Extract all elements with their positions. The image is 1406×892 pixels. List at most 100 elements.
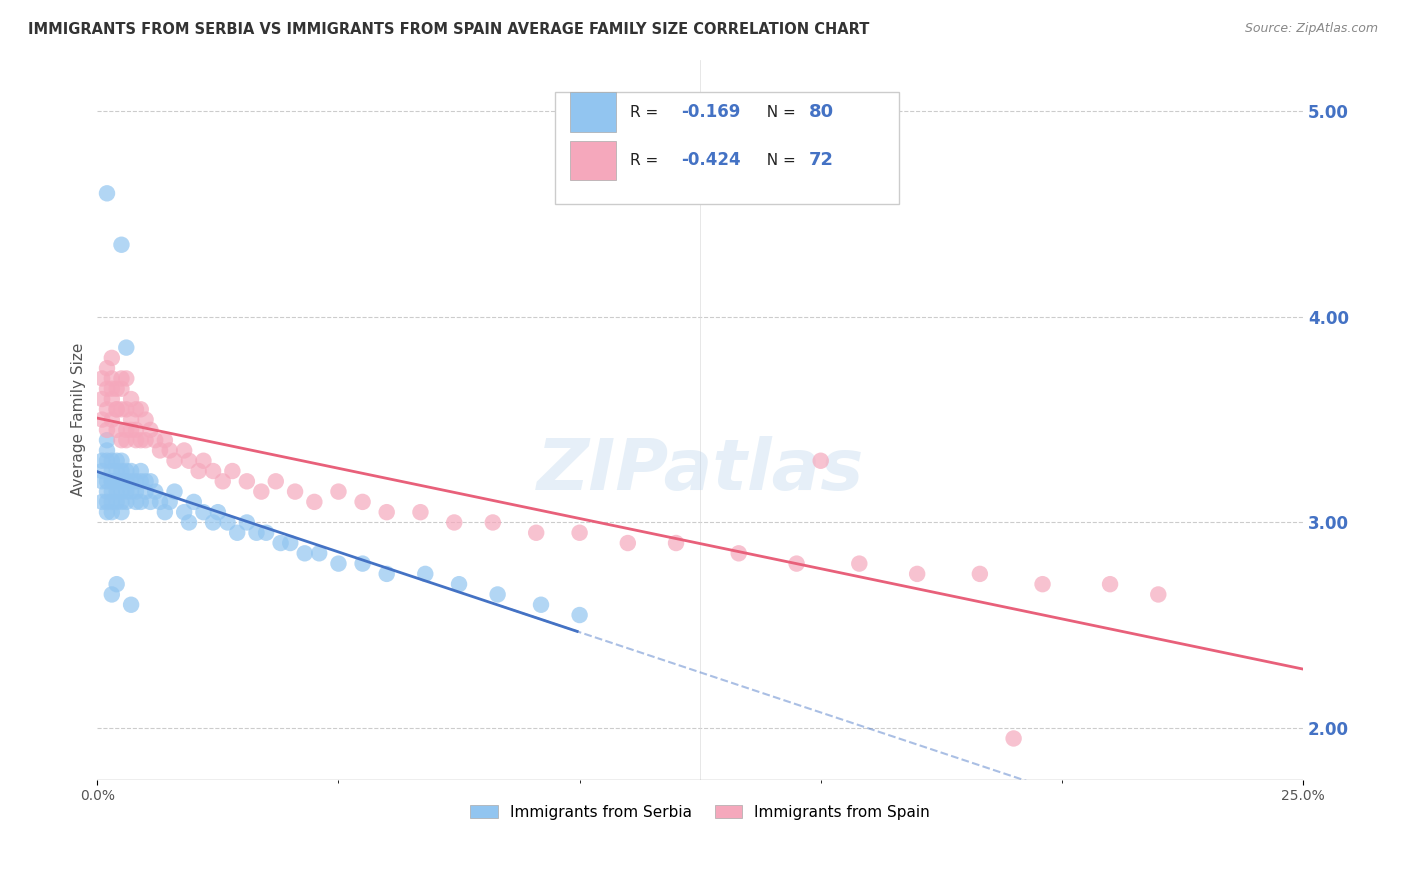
- Point: [1099, 577, 1122, 591]
- Point: [110, 484, 132, 499]
- Point: [110, 371, 132, 385]
- Point: [308, 546, 330, 560]
- Point: [153, 505, 176, 519]
- Point: [245, 525, 267, 540]
- Point: [110, 402, 132, 417]
- FancyBboxPatch shape: [555, 92, 898, 203]
- Point: [96, 433, 118, 447]
- Point: [120, 423, 142, 437]
- Point: [159, 495, 181, 509]
- Point: [617, 536, 640, 550]
- Point: [91, 392, 114, 406]
- Point: [486, 587, 509, 601]
- Point: [409, 505, 432, 519]
- FancyBboxPatch shape: [569, 93, 616, 132]
- Point: [135, 475, 157, 489]
- Point: [101, 464, 124, 478]
- Point: [110, 237, 132, 252]
- Text: Source: ZipAtlas.com: Source: ZipAtlas.com: [1244, 22, 1378, 36]
- Point: [115, 495, 138, 509]
- Point: [101, 475, 124, 489]
- Point: [193, 454, 215, 468]
- Point: [91, 464, 114, 478]
- Point: [125, 423, 148, 437]
- Point: [284, 484, 307, 499]
- Point: [568, 607, 591, 622]
- Point: [101, 484, 124, 499]
- Point: [1031, 577, 1053, 591]
- Point: [149, 495, 172, 509]
- Point: [96, 402, 118, 417]
- Point: [187, 464, 209, 478]
- Point: [568, 525, 591, 540]
- Point: [217, 516, 239, 530]
- Point: [91, 495, 114, 509]
- Point: [153, 433, 176, 447]
- Point: [115, 475, 138, 489]
- Point: [96, 454, 118, 468]
- Point: [1147, 587, 1170, 601]
- Text: R =: R =: [630, 104, 664, 120]
- Point: [328, 484, 350, 499]
- Point: [139, 423, 162, 437]
- Point: [105, 402, 128, 417]
- Point: [250, 484, 273, 499]
- Point: [129, 495, 152, 509]
- Point: [110, 382, 132, 396]
- Point: [101, 382, 124, 396]
- Point: [101, 454, 124, 468]
- Point: [129, 433, 152, 447]
- Point: [101, 495, 124, 509]
- Point: [91, 412, 114, 426]
- Point: [91, 371, 114, 385]
- Point: [1002, 731, 1025, 746]
- Point: [115, 371, 138, 385]
- Point: [221, 464, 243, 478]
- Point: [352, 495, 374, 509]
- Point: [96, 186, 118, 201]
- Point: [163, 454, 186, 468]
- Point: [443, 516, 465, 530]
- Point: [530, 598, 553, 612]
- Point: [129, 402, 152, 417]
- Point: [786, 557, 808, 571]
- Point: [91, 475, 114, 489]
- Point: [810, 454, 832, 468]
- Point: [120, 412, 142, 426]
- Point: [96, 505, 118, 519]
- Text: -0.424: -0.424: [681, 152, 741, 169]
- Point: [524, 525, 547, 540]
- Legend: Immigrants from Serbia, Immigrants from Spain: Immigrants from Serbia, Immigrants from …: [464, 798, 936, 826]
- Point: [848, 557, 870, 571]
- Point: [120, 484, 142, 499]
- Y-axis label: Average Family Size: Average Family Size: [72, 343, 86, 496]
- Point: [105, 475, 128, 489]
- Point: [125, 475, 148, 489]
- FancyBboxPatch shape: [569, 141, 616, 180]
- Point: [110, 475, 132, 489]
- Point: [139, 475, 162, 489]
- Point: [304, 495, 326, 509]
- Point: [110, 464, 132, 478]
- Point: [115, 484, 138, 499]
- Text: N =: N =: [756, 153, 800, 168]
- Point: [177, 516, 200, 530]
- Point: [202, 516, 225, 530]
- Point: [183, 495, 205, 509]
- Text: 72: 72: [808, 152, 834, 169]
- Text: ZIPatlas: ZIPatlas: [537, 435, 863, 505]
- Text: N =: N =: [756, 104, 800, 120]
- Point: [115, 423, 138, 437]
- Point: [139, 495, 162, 509]
- Point: [101, 587, 124, 601]
- Point: [101, 475, 124, 489]
- Point: [96, 495, 118, 509]
- Point: [481, 516, 503, 530]
- Point: [375, 566, 398, 581]
- Point: [226, 525, 249, 540]
- Point: [101, 412, 124, 426]
- Point: [173, 443, 195, 458]
- Point: [125, 484, 148, 499]
- Point: [135, 412, 157, 426]
- Point: [120, 464, 142, 478]
